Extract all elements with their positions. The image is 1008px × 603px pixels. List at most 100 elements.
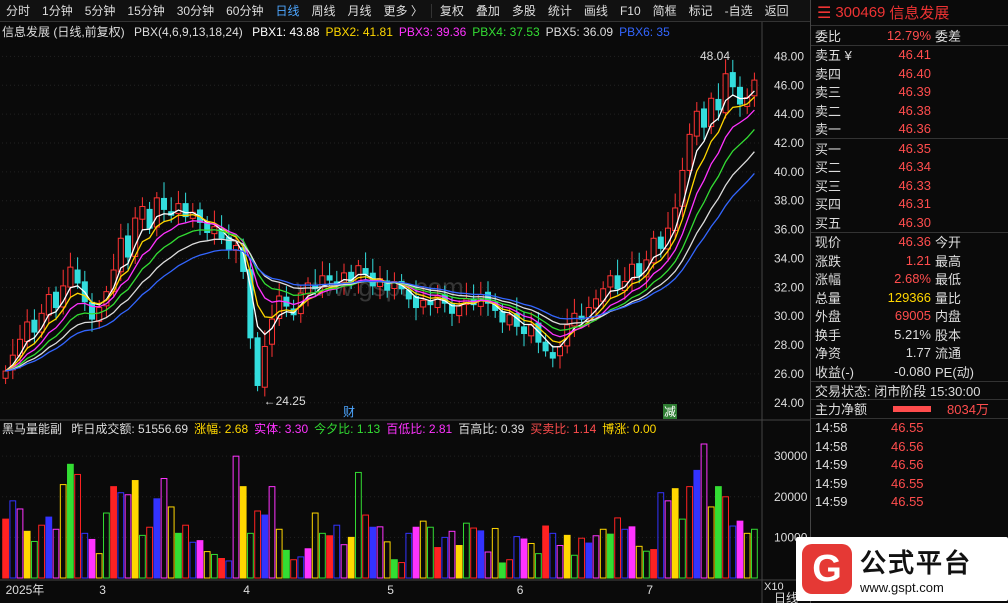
volume-bar	[722, 496, 729, 579]
stats-button[interactable]: 统计	[547, 3, 572, 18]
back-button[interactable]: 返回	[764, 3, 789, 18]
ask-row-1-value: 46.40	[898, 65, 931, 81]
candle	[636, 263, 643, 277]
volume-bar	[38, 524, 45, 579]
volume-bar	[499, 562, 506, 579]
candle	[571, 312, 578, 327]
candle	[592, 298, 600, 309]
f10-button[interactable]: F10	[619, 3, 641, 18]
volume-bar	[671, 488, 679, 579]
y-tick-label: 34.00	[774, 251, 804, 265]
candle	[715, 98, 722, 111]
stat-row-3[interactable]: 总量 129366 量比	[811, 288, 1008, 307]
overlay-button[interactable]: 叠加	[475, 3, 500, 18]
tab-30min[interactable]: 30分钟	[176, 3, 215, 18]
candle	[45, 294, 52, 316]
tab-5min[interactable]: 5分钟	[84, 3, 116, 18]
volume-bar	[261, 514, 269, 579]
bid-row-2-value: 46.33	[898, 177, 931, 193]
tab-1min[interactable]: 1分钟	[42, 3, 73, 18]
bid-row-0[interactable]: 买一 46.35	[811, 139, 1008, 158]
candle	[117, 237, 124, 273]
stat-row-2-value: 2.68%	[894, 271, 931, 287]
indicator-item-2: 实体: 3.30	[254, 422, 309, 436]
vol-tick-label: 30000	[774, 449, 808, 463]
volume-bar	[664, 500, 672, 579]
volume-bar	[556, 545, 564, 579]
pbx2-line	[5, 96, 755, 372]
weibi-label: 委比	[815, 28, 842, 44]
ask-row-2[interactable]: 卖三 46.39	[811, 83, 1008, 102]
volume-bar	[297, 556, 305, 579]
stat-row-2-label: 涨幅	[815, 272, 842, 288]
volume-bar	[434, 547, 441, 579]
volume-bar	[535, 553, 542, 579]
indicator-item-1: 涨幅: 2.68	[194, 422, 249, 436]
candle	[556, 346, 564, 357]
ask-row-0[interactable]: 卖五 ¥ 46.41	[811, 46, 1008, 65]
chart-canvas[interactable]: 24.00 26.00 28.00 30.00 32.00 34.00 36.00 38.00…	[0, 22, 810, 603]
volume-bar	[635, 545, 643, 579]
volume-bar	[513, 536, 521, 579]
logo-title: 公式平台	[860, 548, 973, 578]
net-flow-value: 8034万	[947, 402, 989, 418]
bid-row-4-label: 买五	[815, 215, 842, 231]
pbx3-line	[5, 109, 755, 372]
tab-fenshi[interactable]: 分时	[6, 3, 31, 18]
tab-daily[interactable]: 日线	[275, 3, 300, 18]
ask-row-3[interactable]: 卖二 46.38	[811, 101, 1008, 120]
bid-row-3[interactable]: 买四 46.31	[811, 195, 1008, 214]
y-tick-label: 36.00	[774, 223, 804, 237]
volume-bar	[2, 518, 9, 579]
volume-bar	[477, 530, 485, 579]
y-tick-label: 28.00	[774, 338, 804, 352]
stat-row-6[interactable]: 净资 1.77 流通	[811, 344, 1008, 363]
tick-time: 14:59	[815, 457, 848, 473]
volume-bar	[607, 533, 614, 579]
tab-more[interactable]: 更多 〉	[383, 3, 423, 18]
bid-row-4-value: 46.30	[898, 214, 931, 230]
multi-stock-button[interactable]: 多股	[511, 3, 536, 18]
stat-row-5[interactable]: 换手 5.21% 股本	[811, 325, 1008, 344]
ask-row-4[interactable]: 卖一 46.36	[811, 120, 1008, 139]
candle	[326, 275, 333, 281]
bid-row-1-label: 买二	[815, 160, 842, 176]
volume-bar	[362, 514, 369, 579]
net-flow-label: 主力净额	[815, 402, 868, 418]
volume-bar	[571, 554, 578, 579]
tab-15min[interactable]: 15分钟	[127, 3, 165, 18]
toolbar: 分时 1分钟 5分钟 15分钟 30分钟 60分钟 日线 周线 月线 更多 〉 …	[0, 0, 810, 22]
tab-60min[interactable]: 60分钟	[226, 3, 264, 18]
volume-bar	[182, 524, 189, 579]
candle	[74, 269, 81, 284]
stat-row-1[interactable]: 涨跌 1.21 最高	[811, 251, 1008, 270]
simple-frame-button[interactable]: 简框	[652, 3, 677, 18]
draw-line-button[interactable]: 画线	[583, 3, 608, 18]
bid-row-2[interactable]: 买三 46.33	[811, 176, 1008, 195]
stat-row-4[interactable]: 外盘 69005 内盘	[811, 307, 1008, 326]
fuquan-button[interactable]: 复权	[439, 3, 464, 18]
bid-row-4[interactable]: 买五 46.30	[811, 213, 1008, 232]
volume-bar	[693, 469, 701, 579]
ask-row-1[interactable]: 卖四 46.40	[811, 64, 1008, 83]
gspt-logo: G 公式平台 www.gspt.com	[796, 537, 1008, 601]
stat-row-7[interactable]: 收益(-) -0.080 PE(动)	[811, 362, 1008, 381]
volume-bar	[232, 455, 240, 579]
candle	[643, 259, 650, 278]
candle	[686, 133, 693, 171]
tab-weekly[interactable]: 周线	[311, 3, 336, 18]
bid-row-1[interactable]: 买二 46.34	[811, 158, 1008, 177]
menu-icon[interactable]: ☰	[817, 4, 832, 22]
volume-bar	[218, 558, 225, 579]
mark-button[interactable]: 标记	[688, 3, 713, 18]
watchlist-button[interactable]: -自选	[724, 3, 753, 18]
logo-url: www.gspt.com	[860, 580, 944, 595]
candle	[16, 338, 24, 357]
stat-row-2[interactable]: 涨幅 2.68% 最低	[811, 270, 1008, 289]
volume-bar	[448, 530, 456, 579]
stat-row-0[interactable]: 现价 46.36 今开	[811, 233, 1008, 252]
volume-bar	[751, 528, 758, 579]
tab-monthly[interactable]: 月线	[347, 3, 372, 18]
volume-bar	[679, 518, 686, 579]
volume-bar	[650, 549, 657, 579]
